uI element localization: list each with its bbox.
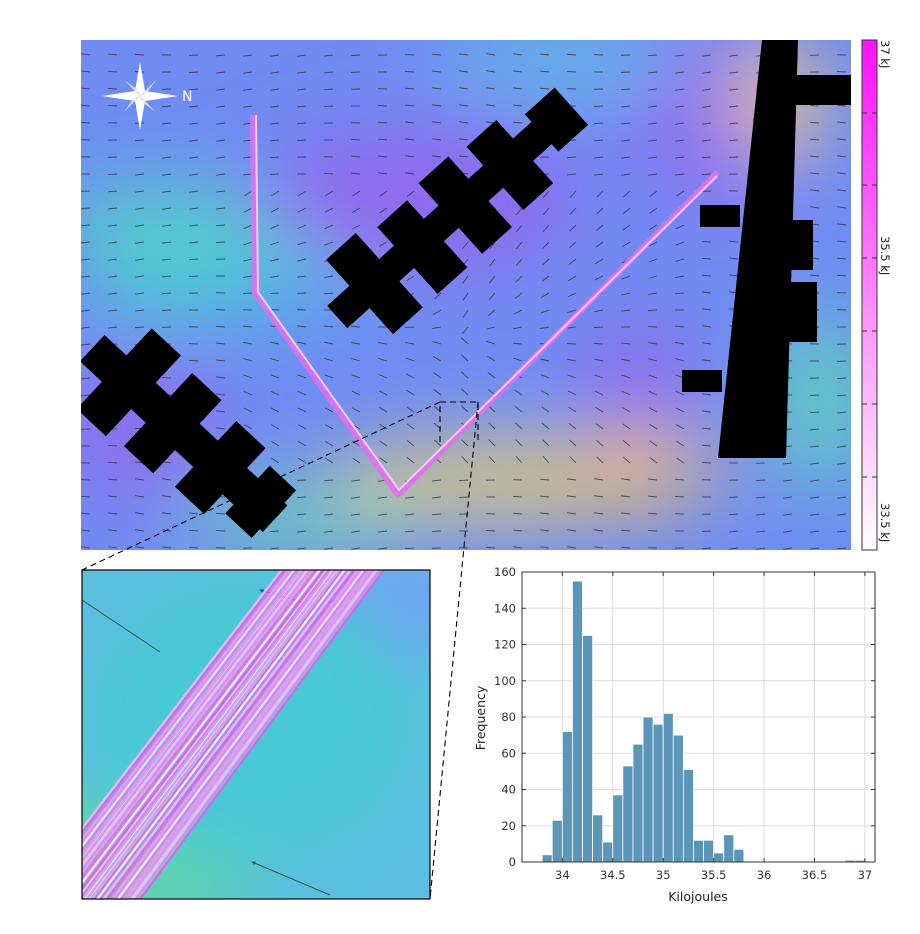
histogram-bar (723, 834, 735, 863)
x-axis-label: Kilojoules (668, 889, 728, 904)
histogram-bar (622, 765, 634, 863)
colorbar-bottom-label: 33.5 kJ (878, 503, 892, 542)
histogram-axes: 0 20 40 60 80 100 120 140 160 34 34.5 35 35.5 36 36.5 3… (494, 565, 876, 882)
zoom-frame (81, 569, 431, 900)
zoom-inset (81, 569, 431, 900)
histogram-bar (541, 854, 553, 863)
y-tick-label: 20 (501, 819, 516, 833)
histogram-bar (703, 839, 715, 863)
building-center (326, 87, 589, 335)
y-tick-label: 160 (494, 565, 516, 579)
histogram-bar (592, 814, 604, 863)
y-tick-label: 0 (509, 855, 516, 869)
y-tick-label: 40 (501, 783, 516, 797)
y-tick-label: 120 (494, 638, 516, 652)
histogram-bar (602, 841, 614, 863)
zoom-flight-path-bundle (82, 570, 385, 899)
histogram-bar (713, 852, 725, 863)
x-tick-label: 36 (757, 868, 772, 882)
x-tick-label: 35 (656, 868, 671, 882)
compass-north-label: N (182, 89, 192, 105)
colorbar-mid-label: 35.5 kJ (878, 236, 892, 275)
histogram-bar (733, 848, 745, 863)
colorbar-gradient (861, 39, 878, 551)
histogram-bars (541, 580, 866, 863)
buildings (81, 40, 851, 538)
histogram-bar (642, 716, 654, 863)
energy-histogram: 0 20 40 60 80 100 120 140 160 34 34.5 35 35.5 36 36.5 3… (473, 565, 876, 904)
x-tick-label: 36.5 (802, 868, 828, 882)
colorbar-top-label: 37 kJ (878, 40, 892, 68)
histogram-bar (561, 731, 573, 863)
histogram-bar (582, 635, 593, 863)
y-tick-label: 80 (501, 710, 516, 724)
histogram-bar (662, 712, 674, 863)
y-axis-label: Frequency (473, 685, 488, 750)
building-right (682, 40, 851, 458)
flight-path-bundle (250, 114, 721, 498)
histogram-bar (632, 743, 644, 863)
x-tick-label: 37 (858, 868, 873, 882)
histogram-bar (672, 734, 684, 863)
histogram-bar (693, 839, 704, 863)
y-tick-label: 100 (494, 674, 516, 688)
x-tick-label: 35.5 (701, 868, 727, 882)
x-tick-label: 34 (555, 868, 570, 882)
y-tick-label: 60 (501, 746, 516, 760)
histogram-bar (551, 819, 563, 863)
y-tick-label: 140 (494, 601, 516, 615)
histogram-bar (572, 580, 583, 863)
colorbar: 37 kJ 35.5 kJ 33.5 kJ (861, 39, 892, 551)
zoom-region-marker (439, 401, 479, 442)
histogram-bar (652, 723, 664, 863)
wind-energy-map: N (81, 40, 851, 550)
x-tick-label: 34.5 (600, 868, 626, 882)
building-left (81, 328, 297, 538)
histogram-bar (612, 794, 624, 863)
zoom-connector-lines (81, 401, 479, 900)
compass-rose-icon (102, 62, 178, 130)
histogram-bar (682, 769, 694, 863)
